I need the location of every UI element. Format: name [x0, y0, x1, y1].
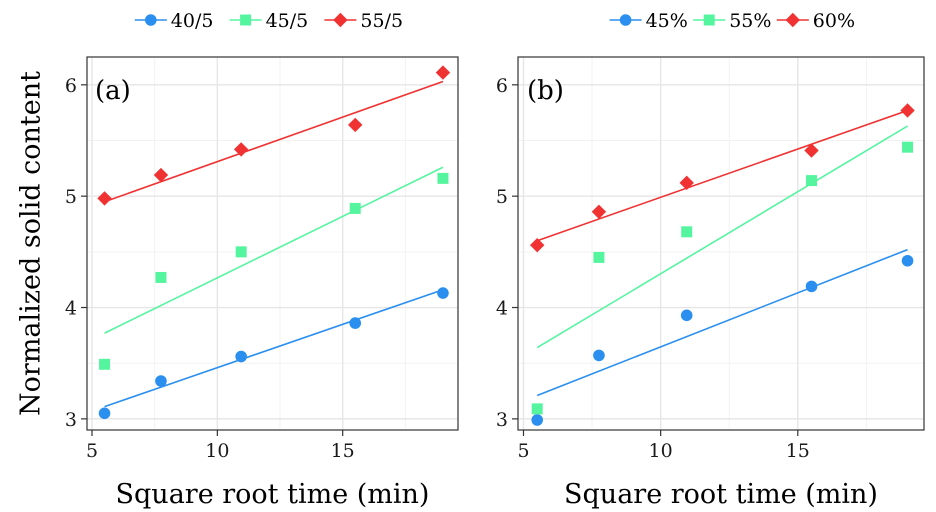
data-point-2	[591, 204, 607, 219]
data-point-1	[155, 271, 167, 283]
data-point-0	[98, 407, 111, 420]
panel-b: 5 10 15 3 4 5 6 (b) Square root time (min) 45% 55%…	[496, 10, 925, 510]
fit-line-0	[104, 288, 444, 408]
legend: 45% 55% 60%	[609, 10, 855, 32]
data-point-1	[531, 403, 543, 415]
data-point-1	[99, 358, 111, 370]
legend-label-0: 40/5	[171, 10, 214, 32]
legend-label-2: 60%	[813, 10, 855, 32]
legend-key-marker-1	[703, 14, 715, 26]
x-tick-label: 10	[649, 440, 673, 462]
y-tick-label: 3	[496, 409, 508, 431]
legend-key-marker-2	[333, 12, 348, 28]
legend-key-marker-0	[619, 14, 632, 26]
legend-label-0: 45%	[646, 10, 688, 32]
x-tick-label: 15	[786, 440, 810, 462]
data-point-1	[235, 246, 247, 258]
data-point-0	[680, 309, 693, 322]
panel-label: (b)	[527, 76, 564, 106]
data-point-2	[435, 65, 451, 80]
plot-frame	[86, 56, 459, 431]
y-tick-label: 4	[65, 298, 77, 320]
data-point-1	[902, 141, 914, 153]
data-point-1	[349, 202, 361, 214]
x-axis-title: Square root time (min)	[564, 479, 878, 510]
fit-line-0	[536, 248, 908, 397]
data-point-0	[805, 280, 818, 293]
legend-label-1: 55%	[729, 10, 771, 32]
legend-key-marker-2	[785, 12, 800, 28]
data-point-2	[679, 175, 694, 191]
y-tick-label: 6	[496, 75, 508, 97]
legend-key-marker-0	[145, 14, 157, 26]
plot-area	[518, 57, 924, 430]
legend-key-marker-1	[240, 14, 252, 26]
x-tick-label: 5	[517, 440, 529, 462]
data-point-2	[97, 191, 112, 206]
data-point-1	[681, 226, 693, 238]
data-point-2	[530, 237, 545, 253]
x-tick-label: 15	[331, 440, 355, 462]
y-tick-label: 3	[65, 409, 77, 431]
panel-label: (a)	[95, 76, 131, 106]
fit-line-2	[536, 109, 908, 242]
data-point-0	[901, 254, 914, 267]
legend: 40/5 45/5 55/5	[134, 10, 403, 32]
plot-area	[87, 57, 458, 430]
data-point-0	[593, 349, 605, 362]
data-point-2	[804, 143, 819, 158]
data-point-0	[349, 317, 362, 329]
y-tick-label: 4	[496, 298, 508, 320]
x-axis-title: Square root time (min)	[116, 479, 430, 510]
plot-frame	[517, 56, 925, 431]
x-tick-label: 10	[205, 440, 229, 462]
fit-line-1	[104, 166, 444, 334]
legend-label-2: 55/5	[360, 10, 403, 32]
data-point-0	[235, 350, 247, 363]
y-tick-label: 5	[496, 186, 508, 208]
data-point-2	[348, 117, 363, 133]
y-axis-title: Normalized solid content	[15, 71, 46, 416]
data-point-1	[806, 175, 818, 187]
data-point-0	[437, 287, 449, 299]
data-point-2	[233, 142, 249, 157]
data-point-2	[900, 103, 915, 118]
data-point-0	[155, 375, 167, 387]
data-point-0	[531, 414, 544, 426]
fit-line-1	[536, 125, 908, 349]
panel-a: 5 10 15 3 4 5 6 (a) Square root time (min) Normal…	[15, 10, 459, 510]
data-point-1	[593, 251, 605, 263]
y-tick-label: 5	[65, 186, 77, 208]
legend-label-1: 45/5	[266, 10, 309, 32]
y-tick-label: 6	[65, 75, 77, 97]
data-point-2	[153, 167, 169, 183]
x-tick-label: 5	[86, 440, 98, 462]
data-point-1	[437, 172, 449, 184]
